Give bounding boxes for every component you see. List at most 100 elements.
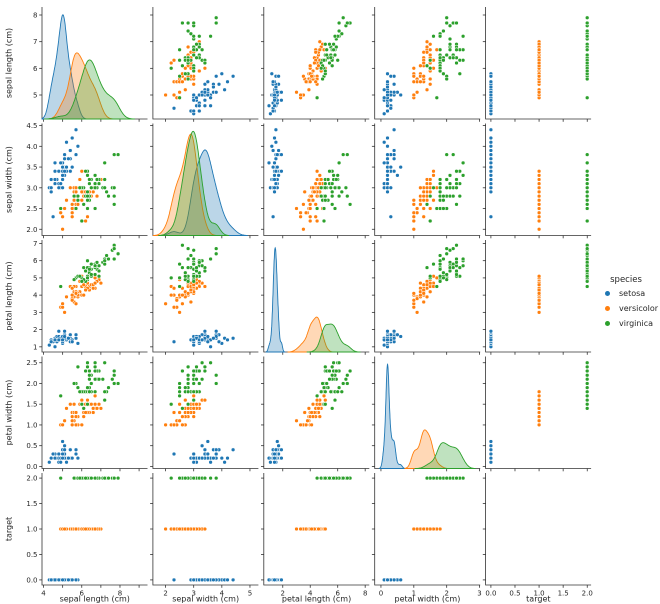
svg-text:2.0: 2.0 — [26, 475, 37, 483]
svg-text:2.5: 2.5 — [26, 359, 37, 367]
x-axis-label-petal_length: petal length (cm) — [282, 595, 351, 604]
scatter-setosa — [47, 439, 81, 465]
cell-sepal_length-vs-target — [482, 7, 592, 122]
scatter-setosa — [488, 71, 494, 116]
svg-text:2: 2 — [163, 590, 167, 598]
svg-text:4: 4 — [220, 590, 225, 598]
svg-text:5: 5 — [248, 590, 252, 598]
kde-setosa — [265, 246, 286, 353]
scatter-virginica — [169, 360, 219, 411]
legend-item-virginica: virginica — [594, 318, 658, 328]
svg-text:1: 1 — [33, 343, 37, 351]
scatter-setosa — [47, 329, 81, 349]
scatter-versicolor — [536, 39, 542, 100]
svg-text:2.0: 2.0 — [26, 380, 37, 388]
svg-text:1.0: 1.0 — [534, 590, 545, 598]
legend-item-setosa: setosa — [594, 289, 658, 298]
svg-text:8: 8 — [118, 590, 122, 598]
svg-text:2: 2 — [444, 590, 448, 598]
cell-petal_width-vs-target — [482, 356, 592, 472]
y-axis-label-petal_length: petal length (cm) — [5, 261, 14, 330]
svg-text:0.5: 0.5 — [26, 442, 37, 450]
cell-target-vs-target: 0.0 0.5 1.0 1.5 2.0 — [482, 473, 593, 598]
scatter-virginica — [424, 15, 466, 100]
cell-sepal_length-vs-sepal_width — [150, 7, 259, 122]
scatter-virginica — [424, 243, 466, 289]
scatter-setosa — [382, 577, 403, 583]
scatter-virginica — [58, 243, 121, 289]
scatter-virginica — [314, 475, 353, 481]
scatter-virginica — [169, 475, 219, 481]
cell-petal_length-vs-sepal_length: 1 2 3 4 5 6 7 — [33, 240, 148, 355]
scatter-versicolor — [163, 526, 208, 532]
cell-sepal_width-vs-target — [482, 123, 592, 239]
svg-text:4.0: 4.0 — [26, 143, 37, 151]
svg-text:3: 3 — [191, 590, 195, 598]
kde-virginica — [158, 130, 230, 236]
cell-petal_length-vs-petal_length — [261, 240, 370, 355]
scatter-versicolor — [411, 169, 443, 232]
svg-text:0.5: 0.5 — [509, 590, 520, 598]
svg-text:3.0: 3.0 — [26, 184, 37, 192]
svg-text:0.0: 0.0 — [485, 590, 496, 598]
scatter-setosa — [266, 127, 284, 219]
scatter-setosa — [47, 127, 81, 219]
kde-versicolor — [287, 316, 335, 353]
cell-target-vs-petal_length: 2 4 6 8 — [261, 473, 370, 598]
kde-virginica — [306, 323, 361, 353]
svg-text:0: 0 — [379, 590, 383, 598]
scatter-setosa — [266, 439, 284, 465]
scatter-virginica — [58, 152, 121, 224]
scatter-setosa — [171, 329, 236, 349]
scatter-setosa — [171, 439, 236, 465]
scatter-virginica — [585, 360, 590, 411]
svg-text:6: 6 — [33, 65, 38, 73]
virginica-marker-icon — [605, 321, 610, 326]
scatter-setosa — [488, 127, 494, 219]
scatter-virginica — [585, 15, 590, 100]
setosa-marker-icon — [605, 291, 610, 296]
svg-text:4: 4 — [41, 590, 46, 598]
scatter-virginica — [424, 475, 466, 481]
cell-target-vs-petal_width: 0 1 2 3 — [371, 473, 482, 598]
cell-petal_length-vs-petal_width — [371, 240, 481, 355]
scatter-setosa — [382, 71, 403, 116]
svg-text:4: 4 — [33, 292, 38, 300]
legend-label-versicolor: versicolor — [619, 303, 659, 313]
svg-text:4.5: 4.5 — [26, 122, 37, 130]
scatter-versicolor — [294, 526, 328, 532]
scatter-setosa — [488, 439, 494, 465]
scatter-setosa — [47, 577, 81, 583]
cell-petal_width-vs-petal_length — [261, 356, 370, 472]
cell-sepal_length-vs-petal_width — [371, 7, 481, 122]
x-axis-label-target: target — [526, 595, 550, 604]
scatter-virginica — [169, 243, 219, 289]
scatter-virginica — [314, 15, 353, 100]
cell-target-vs-sepal_width: 2 3 4 5 — [150, 473, 259, 598]
scatter-setosa — [171, 71, 236, 116]
legend-label-virginica: virginica — [619, 318, 653, 328]
cell-sepal_length-vs-sepal_length: 5 6 7 8 — [33, 7, 148, 122]
scatter-virginica — [314, 360, 353, 411]
scatter-versicolor — [411, 39, 443, 100]
cell-sepal_width-vs-petal_width — [371, 123, 481, 239]
scatter-versicolor — [58, 389, 104, 428]
scatter-versicolor — [294, 389, 328, 428]
x-axis-label-sepal_width: sepal width (cm) — [172, 595, 239, 604]
scatter-setosa — [266, 71, 284, 116]
svg-text:2: 2 — [281, 590, 285, 598]
svg-text:2.0: 2.0 — [26, 226, 37, 234]
scatter-versicolor — [536, 389, 542, 428]
cell-petal_length-vs-sepal_width — [150, 240, 259, 355]
scatter-versicolor — [536, 274, 542, 315]
kde-versicolor — [404, 429, 449, 469]
cell-sepal_width-vs-sepal_length: 2.0 2.5 3.0 3.5 4.0 4.5 — [26, 122, 148, 239]
svg-text:2: 2 — [33, 326, 37, 334]
kde-virginica — [44, 59, 135, 120]
y-axis-label-petal_width: petal width (cm) — [5, 380, 14, 446]
cell-sepal_width-vs-petal_length — [261, 123, 370, 239]
cell-sepal_length-vs-petal_length — [261, 7, 370, 122]
x-axis-label-sepal_length: sepal length (cm) — [60, 595, 130, 604]
legend-title: species — [610, 275, 642, 285]
